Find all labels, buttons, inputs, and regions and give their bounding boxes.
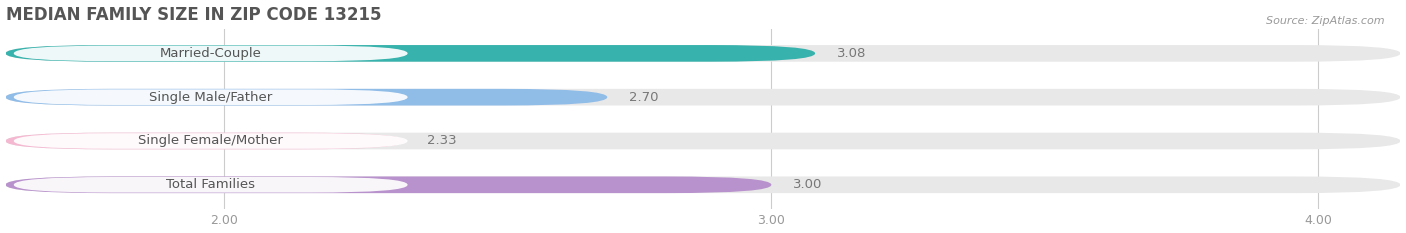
FancyBboxPatch shape bbox=[6, 176, 1400, 193]
FancyBboxPatch shape bbox=[6, 89, 607, 106]
Text: Married-Couple: Married-Couple bbox=[160, 47, 262, 60]
Text: 2.70: 2.70 bbox=[628, 91, 658, 104]
FancyBboxPatch shape bbox=[6, 133, 405, 149]
Text: 3.00: 3.00 bbox=[793, 178, 823, 191]
Text: Total Families: Total Families bbox=[166, 178, 254, 191]
FancyBboxPatch shape bbox=[6, 176, 772, 193]
Text: MEDIAN FAMILY SIZE IN ZIP CODE 13215: MEDIAN FAMILY SIZE IN ZIP CODE 13215 bbox=[6, 6, 381, 24]
FancyBboxPatch shape bbox=[6, 89, 1400, 106]
Text: 3.08: 3.08 bbox=[837, 47, 866, 60]
Text: Source: ZipAtlas.com: Source: ZipAtlas.com bbox=[1267, 16, 1385, 26]
FancyBboxPatch shape bbox=[14, 177, 408, 193]
FancyBboxPatch shape bbox=[6, 133, 1400, 149]
FancyBboxPatch shape bbox=[6, 45, 1400, 62]
FancyBboxPatch shape bbox=[14, 46, 408, 61]
Text: Single Male/Father: Single Male/Father bbox=[149, 91, 273, 104]
FancyBboxPatch shape bbox=[14, 133, 408, 149]
FancyBboxPatch shape bbox=[6, 45, 815, 62]
Text: Single Female/Mother: Single Female/Mother bbox=[138, 134, 283, 147]
FancyBboxPatch shape bbox=[14, 89, 408, 105]
Text: 2.33: 2.33 bbox=[427, 134, 457, 147]
